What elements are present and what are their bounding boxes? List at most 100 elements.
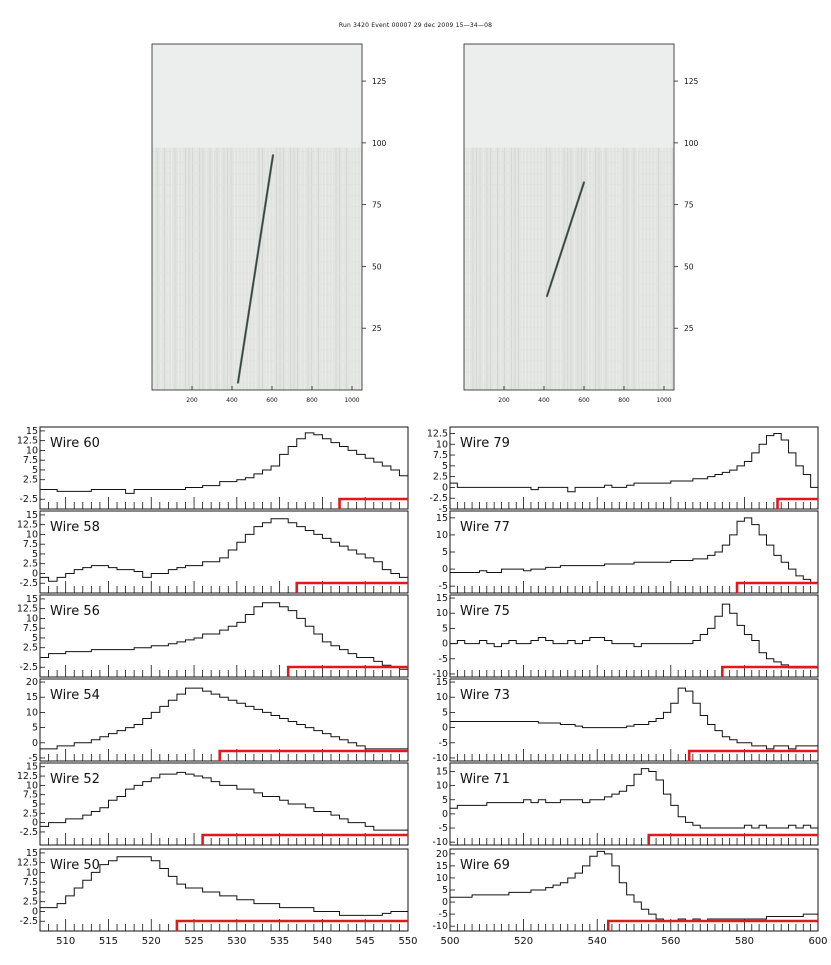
y-tick-label: 5 xyxy=(442,461,448,472)
y-tick-label: -2.5 xyxy=(429,493,448,504)
data-region xyxy=(464,147,674,390)
wire-label: Wire 79 xyxy=(460,436,510,451)
y-tick-label: 25 xyxy=(684,324,694,333)
threshold-marker xyxy=(776,497,818,509)
y-tick-label: 7.5 xyxy=(23,539,38,550)
y-tick-label: 0 xyxy=(442,897,448,908)
y-tick-label: 10 xyxy=(26,780,38,791)
wire-label: Wire 60 xyxy=(50,436,100,451)
threshold-marker xyxy=(606,919,818,931)
data-region xyxy=(152,147,362,390)
y-tick-label: 10 xyxy=(26,613,38,624)
y-tick-label: -10 xyxy=(432,921,448,932)
waveform-line xyxy=(40,687,408,750)
x-tick-label: 1000 xyxy=(656,397,671,404)
event-view-induction: Induction view25507510012520040060080010… xyxy=(463,43,699,404)
y-tick-label: 0 xyxy=(32,906,38,917)
y-tick-label: 2.5 xyxy=(23,808,38,819)
threshold-marker xyxy=(721,665,818,677)
wire-label: Wire 52 xyxy=(50,772,100,787)
x-tick-label: 580 xyxy=(735,936,754,947)
waveform-line xyxy=(450,768,819,829)
y-tick-label: -5 xyxy=(439,823,448,834)
y-tick-label: 125 xyxy=(372,77,387,86)
x-tick-label: 545 xyxy=(356,936,375,947)
y-tick-label: 0 xyxy=(442,482,448,493)
panel-frame xyxy=(39,510,409,594)
x-tick-label: 600 xyxy=(578,397,590,404)
y-tick-label: -2.5 xyxy=(19,494,38,505)
y-tick-label: 10 xyxy=(436,608,448,619)
panel-frame xyxy=(449,594,819,678)
waveform-line xyxy=(450,432,819,497)
y-tick-label: 20 xyxy=(436,849,448,860)
x-tick-label: 535 xyxy=(270,936,289,947)
waveform-panel: 15 10 5 0 -5 -10 Wire 71 xyxy=(432,762,819,848)
panel-frame xyxy=(39,594,409,678)
waveform-line xyxy=(450,517,818,584)
x-tick-label: 530 xyxy=(227,936,246,947)
wire-label: Wire 73 xyxy=(460,688,510,703)
y-tick-label: 0 xyxy=(32,738,38,749)
x-tick-label: 540 xyxy=(313,936,332,947)
y-tick-label: 5 xyxy=(442,623,448,634)
waveform-line xyxy=(40,602,409,670)
figure-title: Run 3420 Event 00007 29 dec 2009 15—34—0… xyxy=(338,22,493,29)
threshold-marker xyxy=(201,833,408,845)
threshold-marker xyxy=(218,749,408,761)
threshold-marker xyxy=(175,919,408,931)
y-tick-label: 0 xyxy=(32,568,38,579)
y-tick-label: -10 xyxy=(432,753,448,764)
y-tick-label: 15 xyxy=(26,692,38,703)
y-tick-label: 15 xyxy=(26,848,38,859)
x-tick-label: 510 xyxy=(56,936,75,947)
threshold-marker xyxy=(647,833,818,845)
y-tick-label: 7.5 xyxy=(23,790,38,801)
y-tick-label: -5 xyxy=(439,581,448,592)
y-tick-label: 2.5 xyxy=(23,643,38,654)
y-tick-label: 10 xyxy=(26,707,38,718)
x-tick-label: 400 xyxy=(538,397,550,404)
threshold-marker xyxy=(338,497,408,509)
y-tick-label: 12.5 xyxy=(17,520,38,531)
x-tick-label: 1000 xyxy=(344,397,359,404)
view-frame xyxy=(151,43,363,391)
y-tick-label: 50 xyxy=(684,262,694,271)
y-tick-label: 100 xyxy=(684,139,699,148)
x-tick-label: 550 xyxy=(398,936,417,947)
y-tick-label: 75 xyxy=(372,201,382,210)
y-tick-label: 10 xyxy=(436,692,448,703)
y-tick-label: 12.5 xyxy=(17,858,38,869)
x-tick-label: 400 xyxy=(226,397,238,404)
particle-track-core xyxy=(237,155,274,383)
y-tick-label: 10 xyxy=(436,873,448,884)
y-tick-label: -10 xyxy=(432,669,448,680)
y-tick-label: -5 xyxy=(439,654,448,665)
y-tick-label: -5 xyxy=(439,909,448,920)
y-tick-label: 5 xyxy=(442,707,448,718)
y-tick-label: 10 xyxy=(26,529,38,540)
y-tick-label: 0 xyxy=(442,723,448,734)
y-tick-label: 7.5 xyxy=(23,623,38,634)
y-tick-label: 10 xyxy=(436,781,448,792)
y-tick-label: -2.5 xyxy=(19,662,38,673)
x-tick-label: 600 xyxy=(808,936,827,947)
y-tick-label: 12.5 xyxy=(17,436,38,447)
y-tick-label: 15 xyxy=(436,593,448,604)
y-tick-label: 15 xyxy=(436,513,448,524)
y-tick-label: -5 xyxy=(439,504,448,515)
y-tick-label: 5 xyxy=(32,465,38,476)
waveform-panel: 15 10 5 0 -5 Wire 77 xyxy=(436,510,819,594)
x-tick-label: 525 xyxy=(184,936,203,947)
y-tick-label: 15 xyxy=(26,594,38,605)
x-tick-label: 560 xyxy=(661,936,680,947)
waveform-line xyxy=(40,432,409,494)
wire-label: Wire 50 xyxy=(50,858,100,873)
y-tick-label: 5 xyxy=(32,887,38,898)
